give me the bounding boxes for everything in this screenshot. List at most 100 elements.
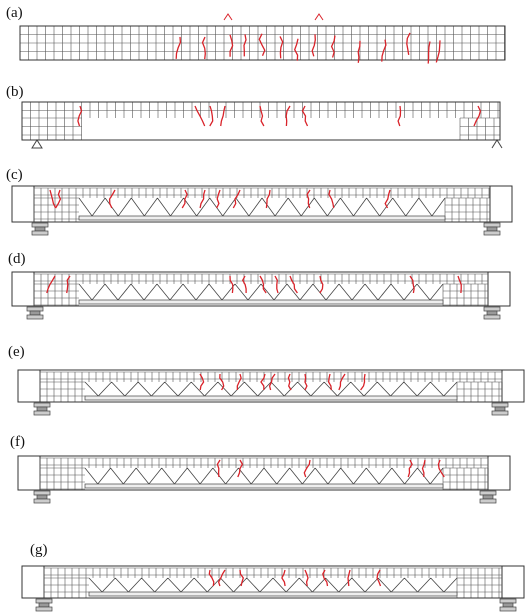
crack	[384, 189, 391, 209]
crack	[46, 275, 56, 294]
end-block	[17, 455, 41, 491]
crack	[322, 569, 329, 587]
support	[26, 306, 44, 312]
support	[482, 494, 494, 500]
panel-label: (d)	[8, 251, 26, 267]
crack	[199, 373, 205, 391]
mesh	[39, 467, 85, 490]
crack	[181, 189, 188, 209]
support	[35, 598, 53, 604]
web	[88, 577, 458, 593]
beam-a	[19, 13, 506, 64]
support	[33, 410, 51, 416]
mesh	[459, 117, 500, 140]
end-block	[11, 271, 35, 307]
crack	[319, 275, 324, 294]
crack	[421, 459, 426, 478]
crack	[219, 373, 225, 391]
end-block	[11, 185, 35, 223]
load-mark	[223, 13, 324, 21]
crack	[239, 569, 245, 587]
crack	[260, 373, 266, 391]
crack	[285, 105, 291, 127]
crack	[328, 189, 335, 209]
crack	[229, 275, 234, 294]
crack	[437, 459, 445, 478]
beam-b	[21, 101, 503, 149]
crack	[108, 189, 116, 209]
crack	[237, 459, 244, 478]
end-block	[17, 369, 41, 403]
crack	[216, 459, 221, 478]
beam-outline	[19, 25, 506, 61]
bottom-chord	[84, 395, 458, 401]
support	[486, 226, 498, 232]
beam-g	[21, 565, 525, 612]
web	[78, 197, 446, 217]
crack	[268, 373, 276, 391]
mesh	[33, 197, 79, 222]
crack	[274, 275, 279, 294]
support	[494, 406, 506, 412]
mesh	[33, 187, 490, 198]
crack	[327, 373, 332, 391]
crack	[229, 34, 234, 57]
support	[491, 402, 509, 408]
crack	[241, 275, 247, 293]
crack	[457, 275, 462, 294]
bottom-chord	[78, 215, 446, 221]
crack	[435, 40, 441, 63]
support	[35, 606, 53, 612]
end-block	[501, 565, 525, 599]
support	[33, 490, 51, 496]
crack	[301, 105, 309, 127]
end-block	[487, 271, 511, 307]
crack	[279, 36, 284, 59]
panel-label: (b)	[6, 84, 24, 100]
crack	[289, 275, 298, 294]
crack	[217, 569, 226, 587]
beam-outline	[21, 101, 501, 141]
bottom-chord	[84, 483, 444, 489]
crack	[409, 275, 415, 294]
end-block	[487, 455, 511, 491]
bottom-chord	[88, 591, 458, 597]
mesh	[39, 457, 489, 468]
beam-e	[17, 369, 525, 416]
beam-outline	[17, 369, 525, 403]
crack	[259, 275, 267, 294]
crack	[311, 34, 316, 57]
beam-outline	[11, 271, 511, 307]
crack	[258, 33, 266, 57]
crack	[201, 36, 206, 60]
support	[31, 139, 503, 149]
crack	[381, 39, 387, 62]
beam-outline	[11, 185, 513, 223]
crack	[194, 105, 206, 127]
crack	[66, 275, 71, 294]
crack	[338, 373, 346, 391]
mesh	[444, 197, 490, 222]
mesh	[456, 577, 502, 598]
support	[486, 310, 498, 316]
mesh	[33, 273, 488, 284]
support	[31, 222, 49, 228]
support	[483, 314, 501, 320]
mesh	[43, 577, 89, 598]
support	[483, 306, 501, 312]
beam-outline	[21, 565, 525, 599]
crack	[265, 189, 271, 209]
crack	[199, 189, 206, 209]
support	[502, 602, 514, 608]
web	[84, 467, 444, 485]
crack	[473, 105, 482, 127]
support	[33, 402, 51, 408]
panel-label: (c)	[6, 167, 23, 183]
crack	[357, 40, 361, 63]
mesh	[442, 467, 488, 490]
crack	[243, 34, 247, 57]
support	[479, 498, 497, 504]
crack	[209, 105, 214, 127]
crack	[216, 189, 221, 209]
